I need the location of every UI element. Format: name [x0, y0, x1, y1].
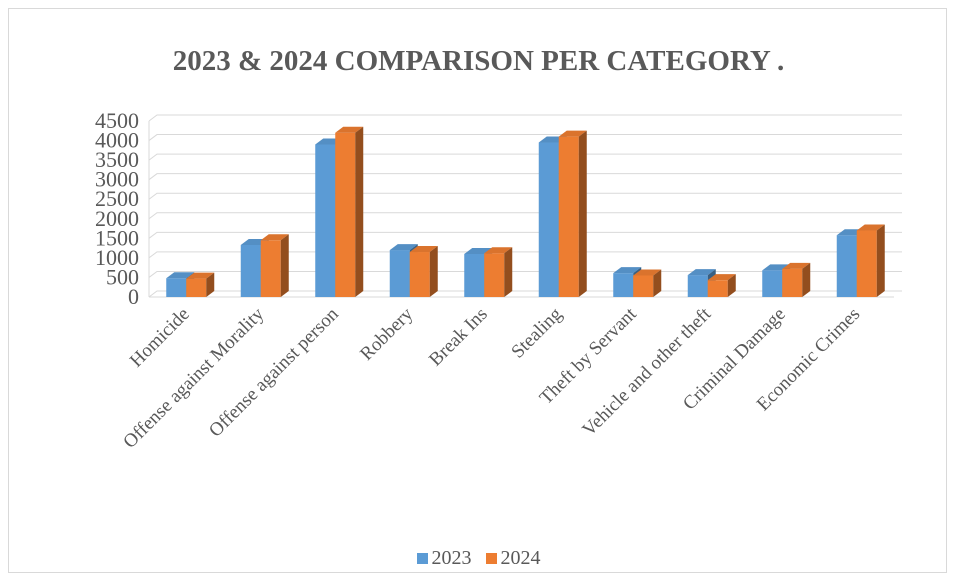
chart-title: 2023 & 2024 COMPARISON PER CATEGORY .: [172, 45, 785, 77]
bar-2023-0: [166, 278, 187, 297]
bar-side-2024-5: [578, 130, 587, 297]
bar-2024-0: [186, 278, 207, 297]
bar-side-2024-7: [727, 274, 736, 297]
gridline: [148, 153, 902, 161]
bar-2023-9: [836, 235, 857, 297]
bar-side-2024-9: [876, 224, 885, 297]
y-tick-label: 2500: [95, 186, 139, 211]
bar-2023-2: [315, 144, 336, 297]
bar-top-2024-0: [186, 272, 215, 279]
x-tick-label: Break Ins: [425, 304, 492, 371]
gridline: [148, 114, 902, 122]
bar-2024-8: [782, 268, 803, 297]
bar-top-2024-3: [409, 246, 438, 253]
legend-label-2024: 2024: [500, 547, 541, 569]
bar-top-2024-6: [633, 269, 662, 276]
bar-side-2024-1: [280, 234, 289, 297]
y-tick-label: 4000: [95, 128, 139, 153]
bar-top-2023-7: [687, 269, 716, 276]
bar-2023-1: [240, 244, 261, 297]
x-tick-label: Robbery: [356, 303, 417, 364]
x-tick-label: Offense against Morality: [119, 303, 268, 452]
y-tick-label: 2000: [95, 206, 139, 231]
y-tick-label: 1000: [95, 245, 139, 270]
bar-2024-1: [260, 240, 281, 297]
bar-2023-7: [687, 275, 708, 297]
bar-top-2024-4: [484, 247, 513, 254]
bar-2023-4: [464, 253, 485, 297]
bar-side-2024-8: [802, 262, 811, 297]
bar-top-2024-2: [335, 126, 364, 133]
bar-2024-3: [409, 252, 430, 297]
bar-side-2024-2: [355, 126, 364, 297]
y-tick-label: 500: [106, 264, 139, 289]
legend-label-2023: 2023: [431, 547, 472, 569]
bar-2024-9: [856, 230, 877, 297]
y-tick-label: 1500: [95, 225, 139, 250]
x-tick-label: Stealing: [507, 303, 566, 362]
bar-2024-7: [707, 280, 728, 297]
y-tick-label: 4500: [95, 108, 139, 133]
gridline: [148, 192, 902, 200]
bar-top-2023-6: [613, 267, 642, 274]
bar-2023-3: [389, 250, 410, 297]
x-tick-label: Homicide: [126, 304, 194, 372]
x-tick-label: Vehicle and other theft: [578, 303, 715, 440]
y-tick-label: 0: [128, 284, 139, 309]
bar-2024-6: [633, 275, 654, 297]
y-tick-label: 3000: [95, 167, 139, 192]
bar-2024-4: [484, 253, 505, 297]
bar-top-2023-0: [166, 272, 195, 279]
bar-side-2024-4: [504, 247, 513, 297]
y-tick-label: 3500: [95, 147, 139, 172]
gridline: [148, 212, 902, 220]
gridline: [148, 173, 902, 181]
bar-top-2024-8: [782, 262, 811, 269]
bar-2023-8: [762, 270, 783, 297]
bar-2023-5: [538, 142, 559, 297]
gridline: [148, 231, 902, 239]
bar-top-2024-5: [558, 130, 587, 137]
bar-2023-6: [613, 273, 634, 297]
bar-side-2024-3: [429, 246, 438, 297]
bar-side-2024-6: [653, 269, 662, 297]
legend-item-2024: 2024: [485, 547, 541, 570]
bar-2024-5: [558, 136, 579, 297]
bar-top-2024-7: [707, 274, 736, 281]
bar-top-2024-9: [856, 224, 885, 231]
bar-2024-2: [335, 132, 356, 297]
bar-top-2024-1: [260, 234, 289, 241]
gridline: [148, 251, 902, 259]
chart-legend: 2023 2024: [9, 547, 948, 570]
legend-swatch-2024: [485, 553, 497, 564]
bar-side-2024-0: [206, 272, 215, 297]
gridline: [148, 134, 902, 141]
bar-top-2023-3: [389, 244, 418, 251]
x-tick-label: Offense against person: [205, 303, 343, 441]
legend-item-2023: 2023: [416, 547, 472, 570]
legend-swatch-2023: [416, 553, 428, 564]
